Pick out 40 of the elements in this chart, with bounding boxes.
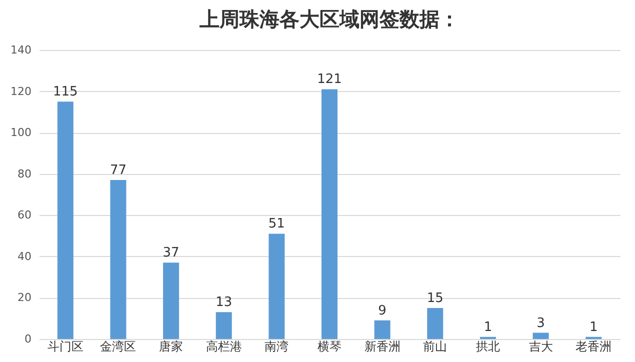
x-tick-label: 新香洲 bbox=[364, 340, 400, 354]
x-tick-label: 吉大 bbox=[528, 340, 553, 354]
data-label: 13 bbox=[216, 295, 232, 310]
y-tick-label: 0 bbox=[24, 332, 32, 346]
data-label: 9 bbox=[378, 303, 386, 318]
bar bbox=[268, 234, 285, 339]
x-tick-label: 金湾区 bbox=[100, 340, 136, 354]
x-tick-label: 横琴 bbox=[318, 340, 342, 354]
x-tick-label: 前山 bbox=[423, 340, 448, 354]
y-tick-label: 80 bbox=[18, 167, 32, 180]
data-label: 37 bbox=[162, 246, 180, 261]
x-tick-label: 斗门区 bbox=[47, 340, 84, 354]
data-label: 1 bbox=[484, 320, 492, 335]
bar bbox=[110, 180, 126, 339]
y-tick-label: 140 bbox=[10, 44, 32, 56]
bar bbox=[427, 308, 444, 339]
y-tick-label: 40 bbox=[18, 250, 32, 263]
bar bbox=[57, 102, 74, 339]
bar bbox=[322, 89, 338, 339]
data-label: 121 bbox=[317, 72, 342, 88]
bar bbox=[532, 332, 549, 339]
data-label: 3 bbox=[536, 316, 545, 331]
chart-title: 上周珠海各大区域网签数据： bbox=[198, 7, 460, 31]
x-tick-label: 老香洲 bbox=[576, 340, 612, 354]
data-label: 51 bbox=[268, 216, 285, 232]
y-tick-label: 60 bbox=[18, 208, 32, 222]
y-tick-label: 20 bbox=[18, 291, 32, 304]
x-tick-label: 南湾 bbox=[264, 340, 289, 354]
data-label: 15 bbox=[426, 291, 444, 306]
y-tick-label: 100 bbox=[10, 126, 32, 140]
y-tick-label: 120 bbox=[10, 84, 32, 98]
x-tick-label: 高栏港 bbox=[206, 340, 242, 354]
bar bbox=[374, 320, 390, 339]
data-label: 115 bbox=[52, 84, 78, 100]
x-tick-label: 拱北 bbox=[476, 340, 500, 354]
bar bbox=[216, 312, 232, 339]
data-label: 1 bbox=[589, 320, 598, 335]
data-label: 77 bbox=[110, 163, 126, 178]
bar bbox=[163, 262, 180, 339]
x-tick-label: 唐家 bbox=[159, 340, 184, 354]
